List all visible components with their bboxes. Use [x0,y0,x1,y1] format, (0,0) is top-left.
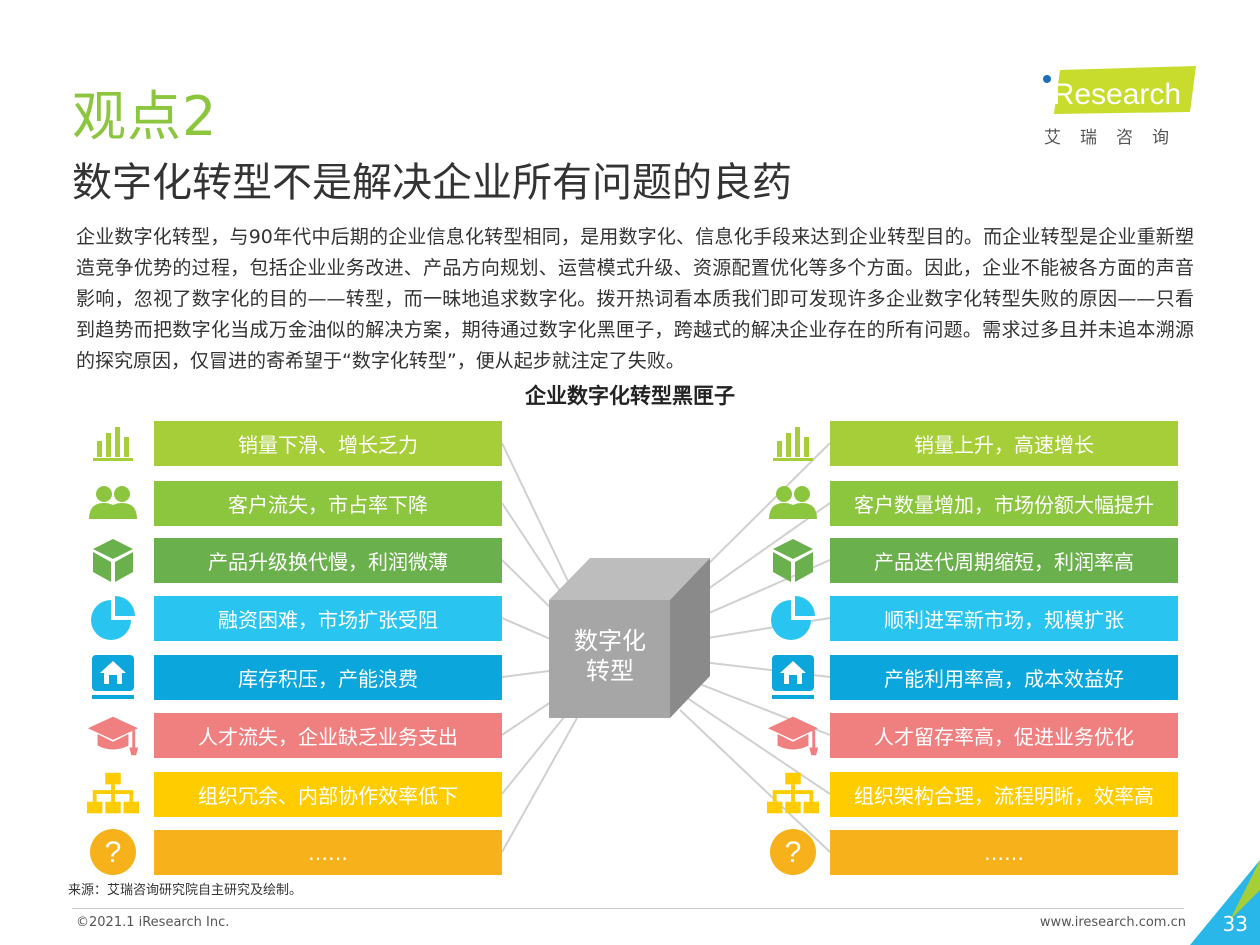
problem-bar: 库存积压，产能浪费 [154,655,502,700]
iresearch-logo: iResearch [1040,64,1200,126]
outcome-bar: 客户数量增加，市场份额大幅提升 [830,481,1178,526]
logo-subtitle: 艾瑞咨询 [1044,128,1188,148]
body-paragraph: 企业数字化转型，与90年代中后期的企业信息化转型相同，是用数字化、信息化手段来达… [76,226,1194,372]
source-note: 来源：艾瑞咨询研究院自主研究及绘制。 [68,883,303,898]
users-icon [766,480,820,526]
logo-banner-icon: iResearch [1043,66,1196,114]
copyright: ©2021.1 iResearch Inc. [76,915,230,930]
outcome-bar: 销量上升，高速增长 [830,421,1178,466]
connector-line [501,717,578,853]
svg-text:?: ? [105,836,122,869]
cube-label: 数字化 转型 [574,627,646,685]
connector-line [679,692,831,795]
box-icon [766,537,820,583]
corner-decoration [1190,860,1260,945]
org-chart-icon [86,771,140,817]
outcome-bar: …… [830,830,1178,875]
kicker-title: 观点2 [72,85,218,148]
problem-bar: 销量下滑、增长乏力 [154,421,502,466]
pie-chart-icon [766,595,820,641]
box-icon [86,537,140,583]
problem-bar: 融资困难，市场扩张受阻 [154,596,502,641]
pie-chart-icon [86,595,140,641]
svg-text:?: ? [785,836,802,869]
outcome-bar: 顺利进军新市场，规模扩张 [830,596,1178,641]
page-number: 33 [1222,912,1248,936]
outcome-bar: 人才留存率高，促进业务优化 [830,713,1178,758]
bar-chart-icon [766,420,820,466]
page-title: 数字化转型不是解决企业所有问题的良药 [72,160,792,206]
problem-bar: 人才流失，企业缺乏业务支出 [154,713,502,758]
diagram-title: 企业数字化转型黑匣子 [525,384,735,408]
graduation-cap-icon [766,712,820,758]
home-icon [766,654,820,700]
footer-divider [72,908,1184,909]
logo-text: iResearch [1046,78,1181,111]
connector-line [501,442,578,601]
website: www.iresearch.com.cn [1039,915,1186,930]
problem-bar: 产品升级换代慢，利润微薄 [154,538,502,583]
connector-line [679,709,831,853]
question-icon: ? [766,829,820,875]
problem-bar: …… [154,830,502,875]
question-icon: ? [86,829,140,875]
org-chart-icon [766,771,820,817]
bar-chart-icon [86,420,140,466]
problem-bar: 组织冗余、内部协作效率低下 [154,772,502,817]
graduation-cap-icon [86,712,140,758]
outcome-bar: 组织架构合理，流程明晰，效率高 [830,772,1178,817]
black-box-cube [549,558,710,718]
home-icon [86,654,140,700]
outcome-bar: 产能利用率高，成本效益好 [830,655,1178,700]
users-icon [86,480,140,526]
problem-bar: 客户流失，市占率下降 [154,481,502,526]
outcome-bar: 产品迭代周期缩短，利润率高 [830,538,1178,583]
